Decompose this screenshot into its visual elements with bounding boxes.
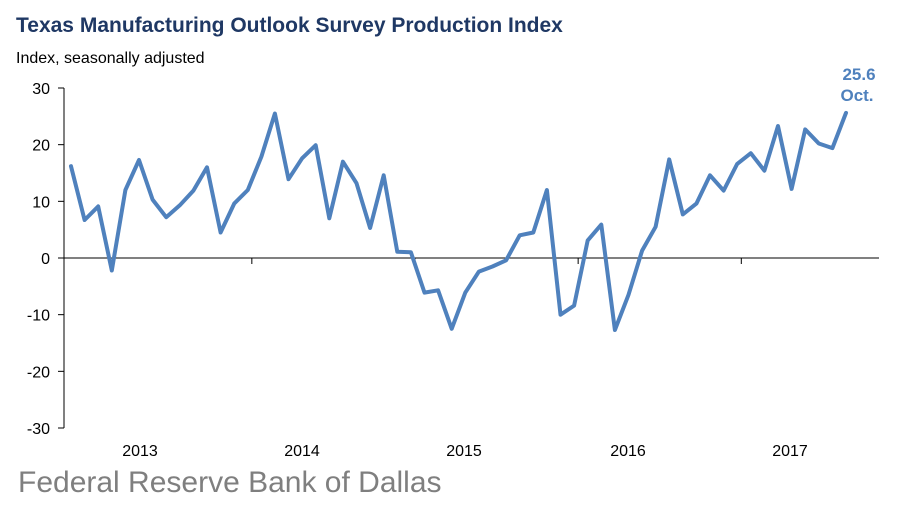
y-tick-label: 0 <box>41 251 50 268</box>
x-tick-label: 2017 <box>772 443 808 460</box>
y-tick-label: -10 <box>27 308 50 325</box>
y-axis-unit-label: Index, seasonally adjusted <box>16 50 205 67</box>
y-tick-label: -20 <box>27 364 50 381</box>
x-tick-label: 2013 <box>122 443 158 460</box>
x-tick-label: 2016 <box>610 443 646 460</box>
y-tick-label: 30 <box>32 81 50 98</box>
y-tick-label: 20 <box>32 138 50 155</box>
chart-marks <box>69 110 848 332</box>
source-footer: Federal Reserve Bank of Dallas <box>18 466 442 499</box>
series-line <box>69 110 848 332</box>
last-month-label: Oct. <box>840 86 873 105</box>
y-tick-label: 10 <box>32 194 50 211</box>
x-tick-label: 2015 <box>446 443 482 460</box>
chart-labels: -30 -20 -10 0 10 20 30 2013 2014 2015 2016 2017 25.6… <box>27 65 876 460</box>
x-tick-label: 2014 <box>284 443 320 460</box>
y-tick-label: -30 <box>27 421 50 438</box>
chart-title: Texas Manufacturing Outlook Survey Produ… <box>16 14 563 37</box>
chart-axes <box>58 87 879 429</box>
last-value-label: 25.6 <box>842 65 875 84</box>
